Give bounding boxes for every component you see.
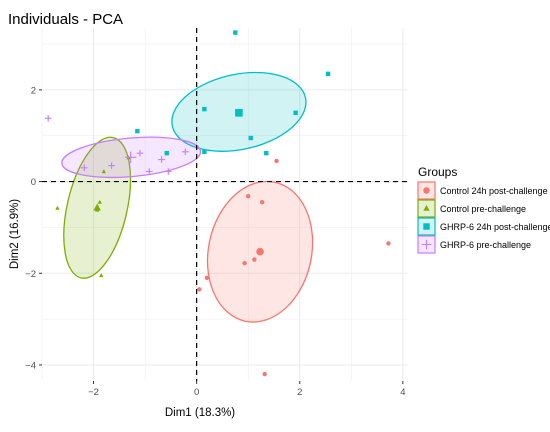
- data-point: [252, 257, 257, 262]
- data-point: [325, 71, 331, 77]
- data-point: [262, 371, 267, 377]
- data-point: [158, 156, 165, 163]
- legend: Groups Control 24h post-challengeControl…: [417, 165, 550, 254]
- data-point: [197, 287, 202, 292]
- data-point: [136, 149, 144, 157]
- data-point: [182, 148, 189, 156]
- x-tick-label: 2: [297, 387, 302, 398]
- legend-item: Control 24h post-challenge: [417, 181, 548, 200]
- x-axis-label: Dim1 (18.3%): [165, 407, 235, 419]
- data-points: [44, 30, 391, 377]
- data-point: [99, 273, 104, 278]
- legend-marker: [423, 223, 430, 230]
- y-tick-label: 2: [31, 85, 36, 96]
- data-point: [204, 275, 210, 281]
- data-point: [55, 205, 60, 210]
- y-tick-label: 0: [31, 177, 36, 188]
- group-centroid-0: [256, 247, 264, 256]
- legend-item: Control pre-challenge: [417, 199, 526, 218]
- data-point: [44, 115, 52, 122]
- y-tick-label: −2: [25, 269, 36, 280]
- x-tick-label: 0: [194, 387, 199, 398]
- data-point: [80, 164, 88, 172]
- group-centroid-1: [93, 203, 101, 211]
- data-point: [264, 150, 269, 156]
- data-point: [245, 194, 251, 199]
- axes: −2 0 2 4 −4 −2 0 2: [25, 85, 405, 398]
- data-point: [259, 200, 265, 205]
- data-point: [274, 158, 279, 164]
- legend-label: Control 24h post-challenge: [440, 186, 548, 196]
- legend-title: Groups: [418, 165, 457, 179]
- legend-label: GHRP-6 pre-challenge: [440, 240, 531, 250]
- data-point: [248, 135, 253, 141]
- data-point: [164, 150, 169, 156]
- data-point: [386, 241, 391, 246]
- legend-item: GHRP-6 pre-challenge: [417, 235, 531, 254]
- data-point: [202, 149, 207, 154]
- data-point: [233, 30, 238, 35]
- data-point: [202, 106, 207, 112]
- legend-marker: [421, 239, 432, 250]
- data-point: [164, 168, 172, 175]
- legend-label: Control pre-challenge: [440, 204, 526, 214]
- y-axis-label: Dim2 (16.9%): [9, 199, 21, 269]
- data-point: [293, 110, 298, 116]
- x-tick-label: −2: [88, 387, 99, 398]
- data-point: [242, 260, 247, 266]
- legend-label: GHRP-6 24h post-challenge: [440, 222, 550, 232]
- group-centroid-3: [124, 151, 137, 163]
- reference-lines: [42, 28, 408, 381]
- x-tick-label: 4: [400, 387, 405, 398]
- data-point: [145, 168, 153, 175]
- legend-items: Control 24h post-challenge Control pre-ch…: [417, 181, 550, 254]
- legend-marker: [423, 187, 430, 194]
- data-point: [108, 162, 115, 169]
- data-point: [135, 128, 140, 134]
- legend-marker: [423, 205, 430, 211]
- data-point: [101, 169, 107, 174]
- plot-grid: [41, 28, 408, 381]
- legend-item: GHRP-6 24h post-challenge: [417, 217, 550, 236]
- chart-title: Individuals - PCA: [8, 11, 123, 28]
- group-centroid-2: [235, 109, 243, 117]
- y-tick-label: −4: [25, 360, 36, 371]
- data-point: [97, 199, 102, 204]
